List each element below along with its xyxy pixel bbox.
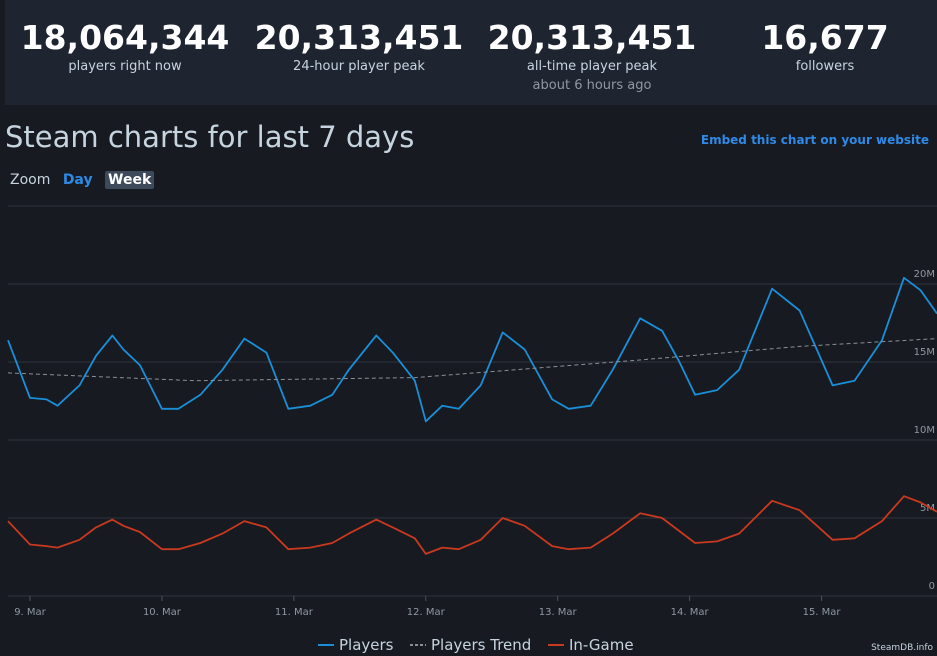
stat-label: 24-hour player peak	[293, 59, 425, 74]
stat: 18,064,344 players right now	[10, 18, 240, 76]
stat: 20,313,451 24-hour player peak	[244, 18, 474, 76]
x-tick-label: 14. Mar	[671, 607, 710, 618]
y-tick-label: 5M	[920, 503, 935, 514]
x-tick-label: 15. Mar	[803, 607, 842, 618]
x-tick-label: 9. Mar	[14, 607, 46, 618]
series-line	[7, 338, 937, 382]
embed-link[interactable]: Embed this chart on your website	[700, 133, 929, 147]
zoom-controls: Zoom Day Week	[10, 171, 162, 189]
y-tick-label: 20M	[914, 269, 935, 280]
stat-note: about 6 hours ago	[532, 78, 652, 93]
legend-label: Players Trend	[431, 636, 531, 654]
stats-panel: 18,064,344 players right now 20,313,451 24-…	[5, 0, 937, 105]
stat-label: players right now	[68, 59, 182, 74]
zoom-day[interactable]: Day	[62, 172, 93, 188]
x-tick-label: 13. Mar	[539, 607, 578, 618]
zoom-week[interactable]: Week	[105, 171, 155, 189]
zoom-label: Zoom	[10, 172, 51, 188]
heading: Steam charts for last 7 days	[5, 120, 415, 154]
stat-value: 20,313,451	[487, 18, 697, 57]
stat-value: 16,677	[761, 18, 889, 57]
stat-value: 18,064,344	[20, 18, 230, 57]
y-tick-label: 0	[929, 581, 935, 592]
series-line	[7, 495, 937, 555]
legend-label: In-Game	[569, 636, 634, 654]
chart: SteamDB.info 0 5M 10M 15M 20M 9. Mar 10. Mar 11…	[7, 205, 937, 654]
x-tick-label: 10. Mar	[143, 607, 182, 618]
series-line	[7, 276, 937, 423]
legend-label: Players	[339, 636, 394, 654]
x-tick-label: 12. Mar	[407, 607, 446, 618]
credit: SteamDB.info	[871, 643, 933, 653]
x-tick-label: 11. Mar	[275, 607, 314, 618]
stat: 20,313,451 all-time player peak about 6 ho…	[477, 18, 707, 96]
stat-label: all-time player peak	[526, 59, 658, 74]
stat-value: 20,313,451	[254, 18, 464, 57]
stat-label: followers	[795, 59, 855, 74]
stat: 16,677 followers	[710, 18, 937, 76]
y-tick-label: 10M	[914, 425, 935, 436]
y-tick-label: 15M	[914, 347, 935, 358]
